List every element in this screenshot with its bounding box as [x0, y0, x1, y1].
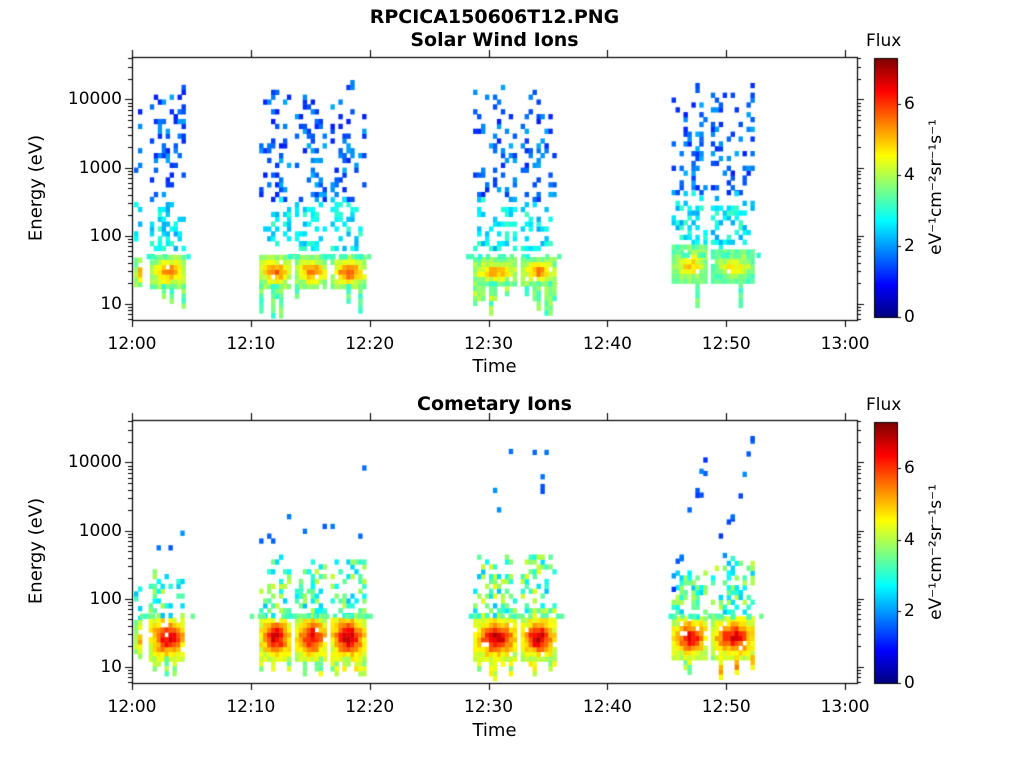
x-tick-label: 12:30 [464, 334, 514, 354]
x-tick-label: 13:00 [820, 697, 870, 717]
colorbar-tick-label: 2 [904, 601, 915, 622]
colorbar-tick-label: 2 [904, 236, 915, 257]
colorbar-tick-label: 4 [904, 165, 915, 186]
x-tick-label: 12:00 [107, 697, 157, 717]
x-tick-label: 12:50 [701, 334, 751, 354]
y-tick-label: 100 [89, 225, 122, 246]
x-tick-label: 12:00 [107, 334, 157, 354]
panel2-x-axis-label: Time [472, 720, 517, 741]
y-tick-label: 10000 [67, 89, 122, 110]
panel1-title: Solar Wind Ions [410, 29, 579, 51]
colorbar-tick-label: 0 [904, 307, 915, 327]
colorbar-tick-label: 6 [904, 458, 915, 479]
x-tick-label: 13:00 [820, 334, 870, 354]
figure-title: RPCICA150606T12.PNG [369, 6, 620, 28]
colorbar1-unit-label: eV⁻¹cm⁻²sr⁻¹s⁻¹ [926, 119, 946, 255]
colorbar-tick-label: 6 [904, 94, 915, 115]
panel1-x-axis-label: Time [472, 356, 517, 377]
y-tick-label: 1000 [78, 520, 122, 541]
x-tick-label: 12:40 [582, 697, 632, 717]
colorbar1-title: Flux [866, 31, 902, 51]
y-tick-label: 1000 [78, 157, 122, 178]
colorbar2-title: Flux [866, 395, 902, 415]
x-tick-label: 12:10 [226, 334, 276, 354]
colorbar-tick-label: 4 [904, 529, 915, 550]
colorbar2-unit-label: eV⁻¹cm⁻²sr⁻¹s⁻¹ [926, 484, 946, 620]
x-tick-label: 12:30 [464, 697, 514, 717]
x-tick-label: 12:20 [345, 697, 395, 717]
x-tick-label: 12:40 [582, 334, 632, 354]
panel2-title: Cometary Ions [417, 393, 572, 415]
y-tick-label: 10 [100, 656, 122, 677]
colorbar-tick-label: 0 [904, 673, 915, 693]
y-tick-label: 10 [100, 293, 122, 314]
x-tick-label: 12:50 [701, 697, 751, 717]
y-tick-label: 100 [89, 588, 122, 609]
x-tick-label: 12:20 [345, 334, 395, 354]
y-tick-label: 10000 [67, 452, 122, 473]
x-tick-label: 12:10 [226, 697, 276, 717]
